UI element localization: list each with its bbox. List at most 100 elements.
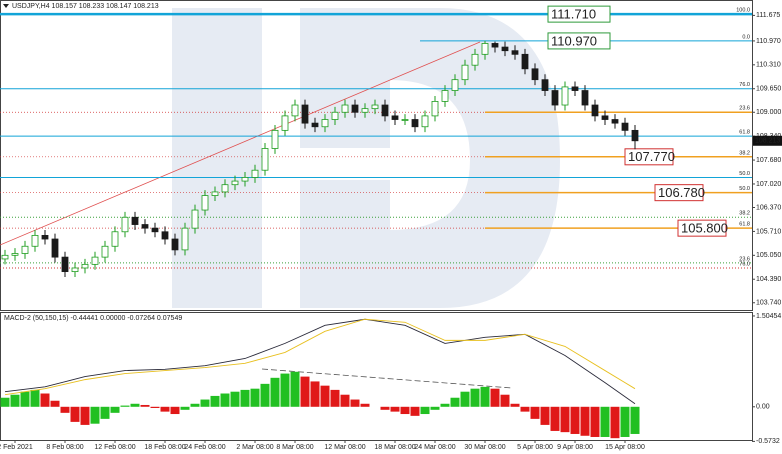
histogram-bar (210, 395, 220, 407)
candle-body (231, 180, 239, 186)
macd-line (4, 318, 636, 405)
candle-body (11, 253, 19, 256)
histogram-bar (0, 397, 10, 407)
histogram-bar (260, 383, 270, 407)
histogram-bar (390, 406, 400, 412)
histogram-bar (570, 406, 580, 434)
candle-body (1, 254, 9, 260)
x-tick-label: 9 Apr 08:00 (557, 444, 593, 451)
histogram-bar (480, 386, 490, 407)
histogram-bar (240, 389, 250, 407)
candle-body (461, 64, 469, 81)
histogram-bar (410, 406, 420, 416)
candle-body (141, 224, 149, 229)
level-box (547, 5, 611, 23)
candle-body (181, 227, 189, 251)
level-label: 0.0 (742, 34, 750, 40)
x-tick-label: 12 Mar 08:00 (324, 444, 365, 451)
histogram-bar (440, 403, 450, 407)
level-price-label: 110.970 (551, 33, 597, 48)
candle-body (91, 256, 99, 265)
x-tick-label: 2 Mar 08:00 (236, 444, 273, 451)
histogram-bar (230, 391, 240, 407)
histogram-bar (190, 403, 200, 407)
histogram-bar (280, 373, 290, 407)
level-price-label: 111.710 (551, 7, 596, 22)
candle-body (521, 53, 529, 70)
histogram-bar (50, 400, 60, 407)
histogram-bar (60, 406, 70, 413)
candle-body (451, 79, 459, 91)
x-tick-label: 8 Mar 08:00 (276, 444, 313, 451)
candle-body (371, 104, 379, 110)
macd-title: MACD-2 (50,150,15) -0.44441 0.00000 -0.0… (4, 315, 182, 322)
y-tick-label: 107.680 (756, 157, 781, 164)
y-tick-label: 106.370 (756, 204, 781, 211)
y-tick-label: 109.650 (756, 86, 781, 93)
level-label: 76.0 (739, 82, 750, 88)
watermark (172, 8, 560, 308)
candle-body (171, 238, 179, 251)
candle-body (481, 43, 489, 55)
candle-body (201, 195, 209, 211)
candle-body (581, 90, 589, 106)
candle-body (321, 119, 329, 128)
x-tick-label: 12 Feb 08:00 (94, 444, 135, 451)
candle-body (401, 119, 409, 121)
candle-body (21, 245, 29, 254)
level-box (624, 148, 674, 166)
level-label: 100.0 (736, 8, 750, 14)
histogram-bar (560, 406, 570, 433)
candle-body (631, 129, 639, 142)
histogram-bar (400, 406, 410, 415)
candle-body (311, 122, 319, 128)
x-tick-label: 18 Mar 08:00 (374, 444, 415, 451)
candle-body (281, 115, 289, 131)
candle-body (441, 90, 449, 102)
y-tick-label: 105.050 (756, 252, 781, 259)
histogram-bar (270, 377, 280, 407)
title-arrow (3, 4, 9, 8)
candle-body (621, 122, 629, 131)
candle-body (601, 115, 609, 120)
level-label: 50.0 (739, 186, 750, 192)
level-label: 23.6 (739, 106, 750, 112)
histogram-bar (310, 381, 320, 407)
x-tick-label: 18 Feb 08:00 (144, 444, 185, 451)
price-frame (0, 0, 753, 311)
candle-body (261, 148, 269, 171)
candle-body (351, 104, 359, 113)
y-tick-label: 110.970 (756, 38, 781, 45)
y-tick-label: -0.5732 (756, 438, 780, 445)
chart-title: USDJPY,H4 108.157 108.233 108.147 108.21… (12, 3, 159, 10)
last-price-label: 108.213 (755, 138, 780, 145)
candle-body (191, 209, 199, 229)
histogram-bar (10, 394, 20, 407)
level-price-label: 107.770 (628, 149, 675, 164)
histogram-bar (200, 399, 210, 407)
histogram-bar (20, 391, 30, 407)
level-box (547, 32, 611, 50)
histogram-bar (300, 376, 310, 407)
y-tick-label: 1.50454 (756, 313, 781, 320)
x-tick-label: 30 Mar 08:00 (464, 444, 505, 451)
histogram-bar (600, 406, 610, 437)
candle-body (51, 238, 59, 258)
candle-body (561, 86, 569, 106)
histogram-bar (140, 404, 150, 407)
histogram-bar (450, 397, 460, 407)
histogram-bar (90, 406, 100, 424)
candle-body (531, 68, 539, 81)
candle-body (221, 184, 229, 193)
histogram-bar (460, 391, 470, 407)
macd-line (4, 318, 636, 396)
candle-body (501, 46, 509, 52)
y-tick-label: 103.740 (756, 300, 781, 307)
level-label: 23.6 (739, 256, 750, 262)
x-tick-label: 8 Feb 08:00 (46, 444, 83, 451)
y-tick-label: 104.390 (756, 276, 781, 283)
level-label: 61.8 (739, 130, 750, 136)
histogram-bar (70, 406, 80, 422)
histogram-bar (470, 388, 480, 407)
